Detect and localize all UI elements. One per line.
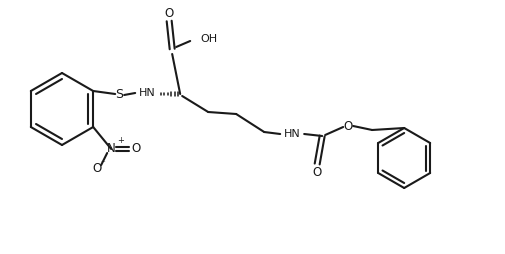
Text: O: O — [312, 166, 321, 179]
Text: ⁻: ⁻ — [100, 160, 106, 168]
Text: S: S — [115, 88, 123, 102]
Text: N: N — [107, 142, 115, 155]
Text: O: O — [131, 142, 140, 155]
Text: O: O — [343, 119, 352, 133]
Text: +: + — [117, 136, 123, 145]
Text: OH: OH — [200, 34, 217, 44]
Text: HN: HN — [283, 129, 300, 139]
Text: O: O — [92, 163, 102, 176]
Text: O: O — [164, 7, 173, 20]
Text: HN: HN — [138, 88, 155, 98]
